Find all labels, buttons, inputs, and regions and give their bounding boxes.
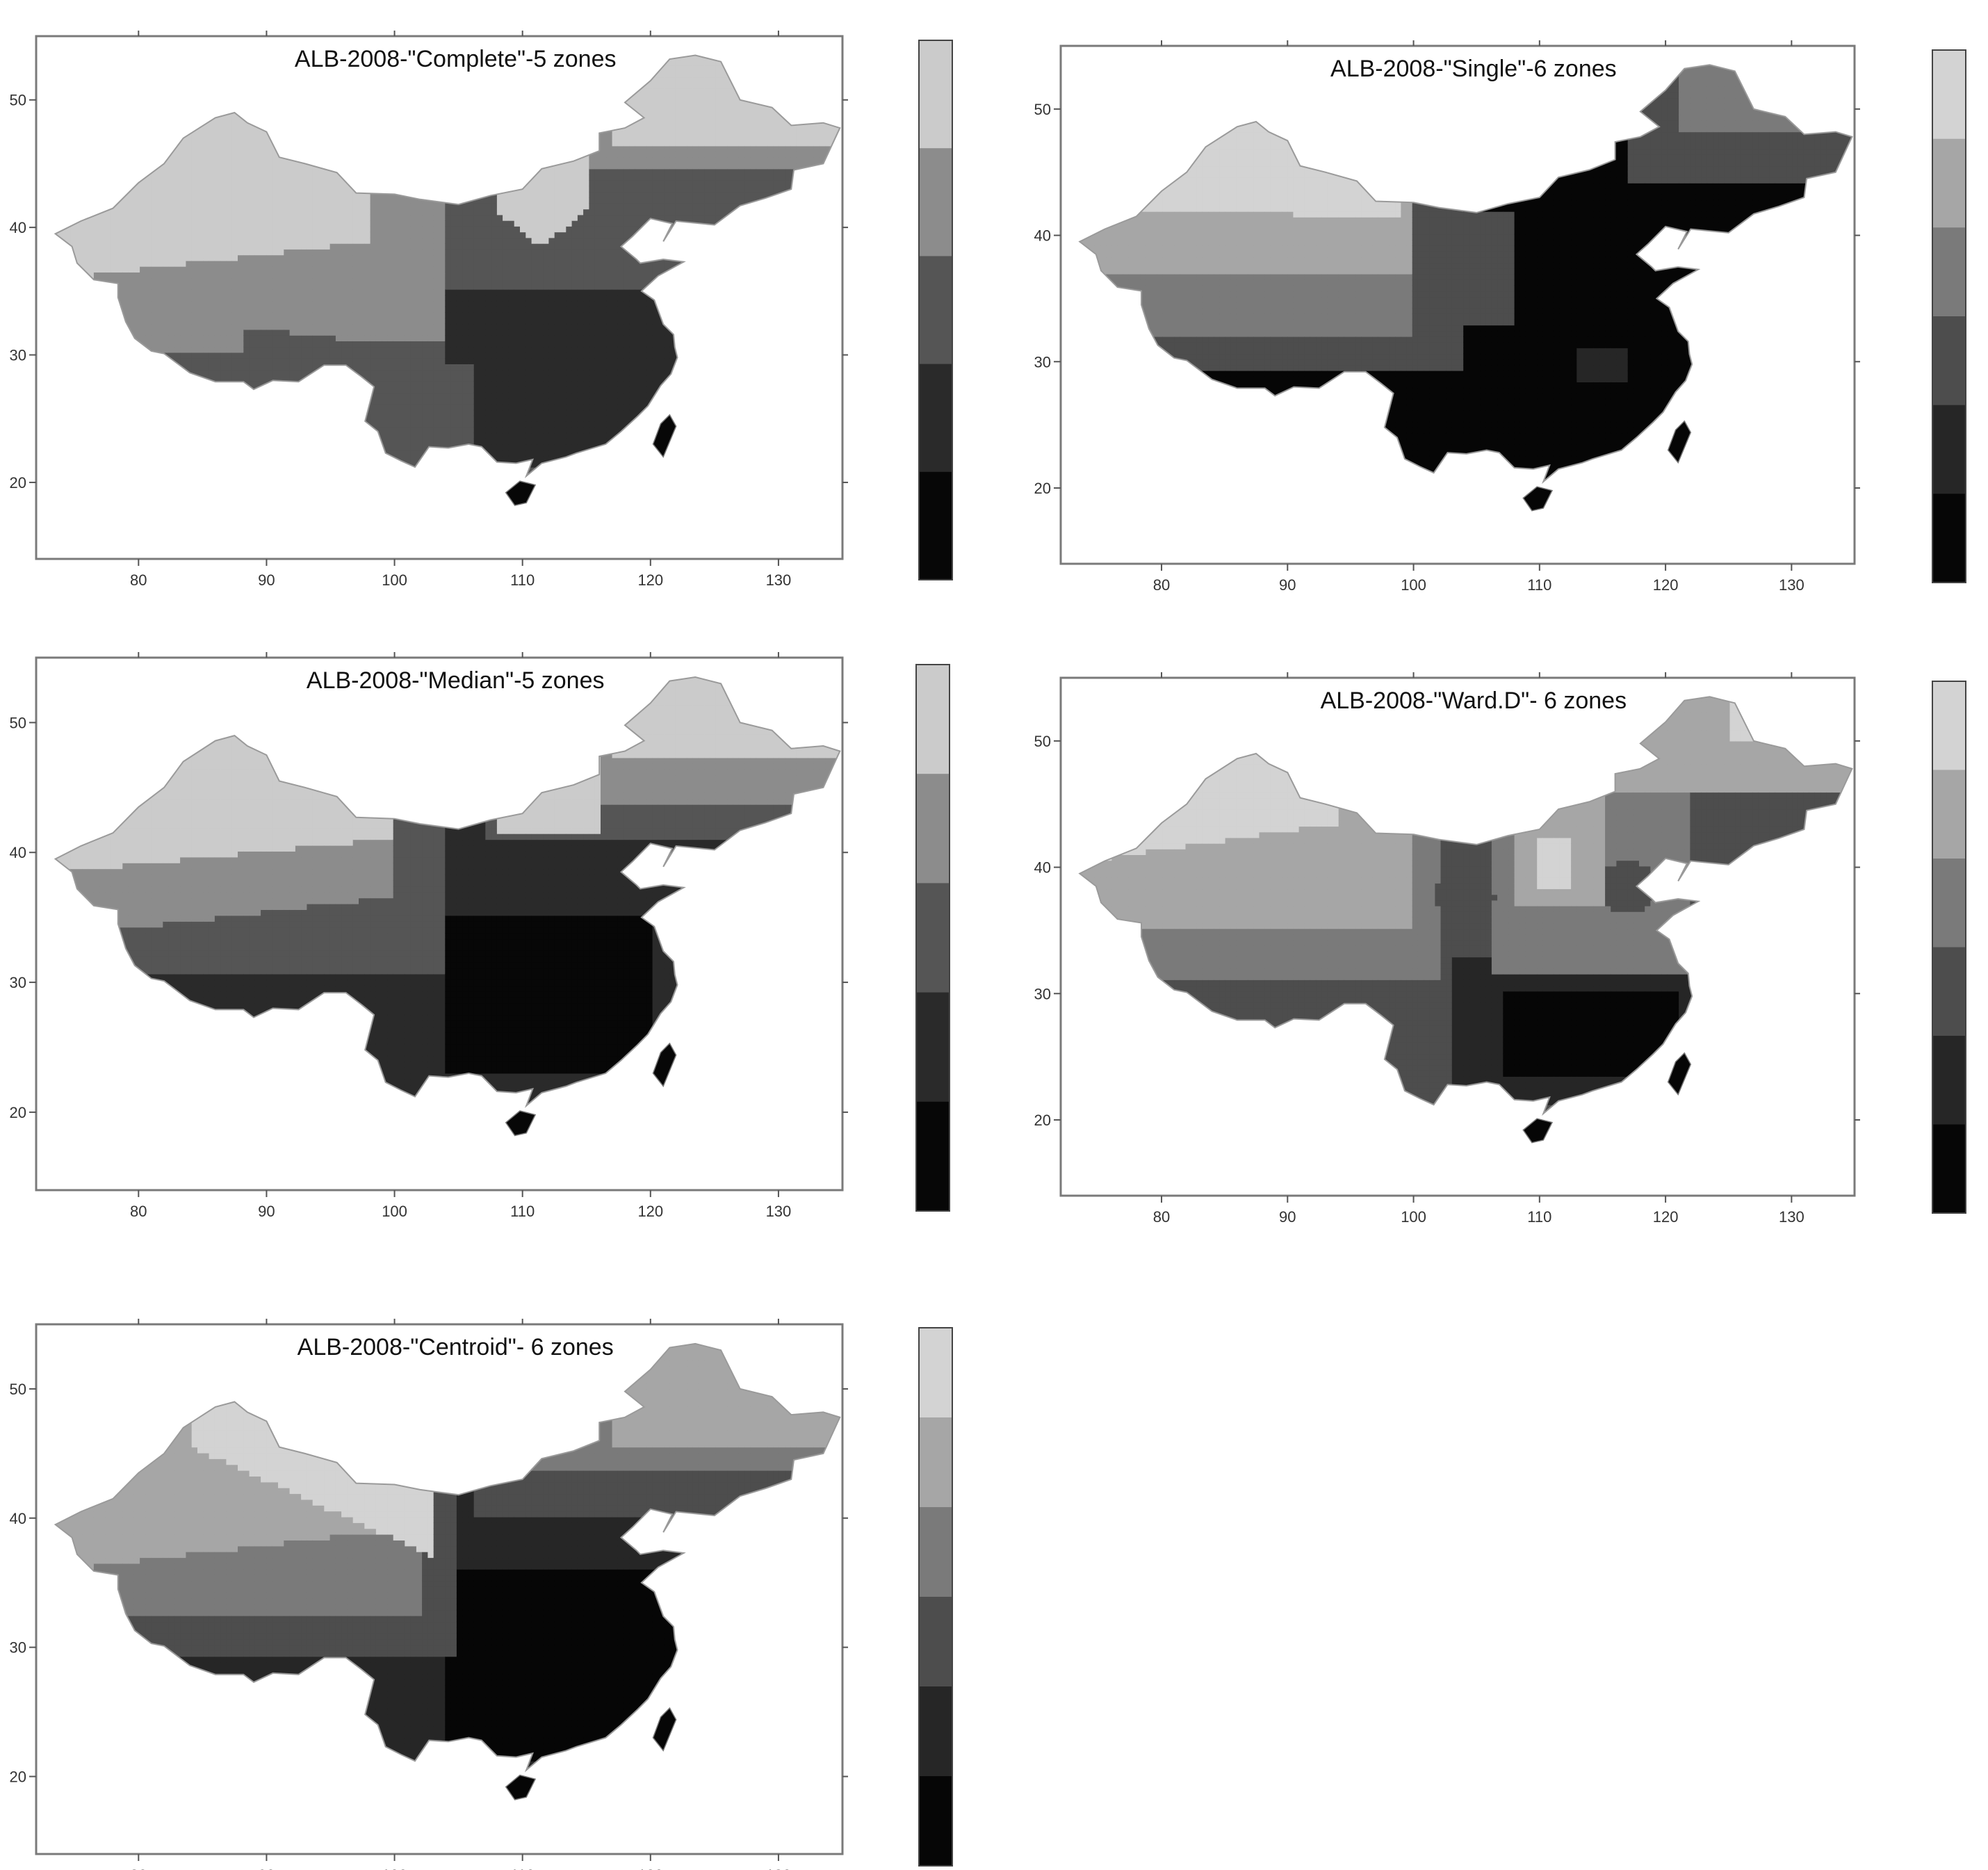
x-tick-label: 130 (1779, 1208, 1804, 1226)
x-tick-label: 110 (510, 571, 535, 589)
legend-swatch (919, 364, 952, 473)
x-tick-label: 120 (637, 1867, 663, 1870)
y-tick-label: 40 (10, 1510, 26, 1527)
y-tick-label: 30 (10, 1639, 26, 1657)
y-tick-label: 50 (10, 92, 26, 109)
legend-swatch (1932, 50, 1966, 139)
y-tick-label: 30 (1034, 353, 1051, 371)
x-tick-label: 120 (637, 571, 663, 589)
x-tick-label: 110 (510, 1203, 535, 1220)
legend-swatch (916, 1102, 950, 1212)
x-tick-label: 100 (1401, 576, 1426, 594)
legend-swatch (1932, 316, 1966, 405)
y-tick-label: 20 (10, 1104, 26, 1121)
x-tick-label: 100 (382, 571, 407, 589)
legend-colorbar (1932, 681, 1966, 1214)
panel-title: ALB-2008-"Median"-5 zones (307, 667, 605, 694)
x-tick-label: 130 (766, 571, 792, 589)
y-tick-label: 40 (1034, 859, 1051, 877)
y-tick-label: 20 (1034, 1112, 1051, 1129)
x-tick-label: 100 (382, 1203, 407, 1220)
x-tick-label: 90 (258, 1867, 275, 1870)
legend-swatch (1932, 948, 1966, 1036)
x-tick-label: 120 (1653, 576, 1679, 594)
legend-swatch (1932, 1036, 1966, 1125)
x-tick-label: 90 (258, 1203, 275, 1220)
legend-swatch (1932, 681, 1966, 770)
x-tick-label: 120 (1653, 1208, 1679, 1226)
legend-swatch (1932, 1125, 1966, 1214)
legend-swatch (916, 665, 950, 774)
legend-swatch (916, 774, 950, 884)
y-tick-label: 50 (1034, 733, 1051, 750)
legend-swatch (1932, 227, 1966, 316)
y-tick-label: 20 (10, 474, 26, 491)
legend-swatch (916, 993, 950, 1103)
panel-title: ALB-2008-"Complete"-5 zones (295, 46, 617, 72)
legend-swatch (919, 1776, 952, 1867)
y-tick-label: 40 (1034, 227, 1051, 245)
x-tick-label: 80 (1153, 1208, 1170, 1226)
x-tick-label: 130 (1779, 576, 1804, 594)
legend-swatch (1932, 859, 1966, 948)
x-tick-label: 80 (1153, 576, 1170, 594)
map-panel-single: 80 90 100 110 120 130 20 30 40 50 ALB-2008-"Single… (1034, 40, 1966, 594)
map-panel-centroid: 80 90 100 110 120 130 20 30 40 50 ALB-2008-"Centro… (10, 1319, 952, 1870)
x-tick-label: 80 (130, 571, 147, 589)
legend-swatch (919, 148, 952, 257)
legend-colorbar (1932, 50, 1966, 583)
legend-colorbar (919, 40, 952, 580)
panel-title: ALB-2008-"Centroid"- 6 zones (298, 1334, 614, 1360)
panel-title: ALB-2008-"Ward.D"- 6 zones (1321, 688, 1627, 714)
legend-colorbar (919, 1328, 952, 1867)
x-tick-label: 100 (382, 1867, 407, 1870)
x-tick-label: 130 (766, 1203, 792, 1220)
x-tick-label: 90 (258, 571, 275, 589)
legend-swatch (919, 1686, 952, 1777)
y-tick-label: 50 (10, 1381, 26, 1398)
x-tick-label: 100 (1401, 1208, 1426, 1226)
x-tick-label: 120 (637, 1203, 663, 1220)
legend-swatch (1932, 770, 1966, 859)
legend-swatch (919, 256, 952, 364)
legend-swatch (919, 40, 952, 149)
legend-swatch (919, 1417, 952, 1508)
legend-swatch (919, 1507, 952, 1597)
legend-swatch (916, 883, 950, 993)
y-tick-label: 30 (1034, 985, 1051, 1002)
map-panel-median: 80 90 100 110 120 130 20 30 40 50 ALB-2008-"Median… (10, 652, 950, 1220)
y-tick-label: 40 (10, 844, 26, 861)
map-panel-ward: 80 90 100 110 120 130 20 30 40 50 ALB-2008-"Ward.D… (1034, 672, 1966, 1226)
x-tick-label: 110 (510, 1867, 535, 1870)
x-tick-label: 90 (1279, 576, 1296, 594)
legend-swatch (919, 472, 952, 580)
legend-swatch (1932, 405, 1966, 494)
x-tick-label: 80 (130, 1867, 147, 1870)
y-tick-label: 50 (10, 714, 26, 731)
panel-title: ALB-2008-"Single"-6 zones (1330, 56, 1617, 82)
y-tick-label: 30 (10, 347, 26, 364)
map-panel-complete: 80 90 100 110 120 130 20 30 40 50 ALB-2008-"Comple… (10, 31, 952, 589)
legend-swatch (1932, 494, 1966, 583)
legend-swatch (1932, 139, 1966, 228)
legend-swatch (919, 1597, 952, 1687)
x-tick-label: 90 (1279, 1208, 1296, 1226)
x-tick-label: 130 (766, 1867, 792, 1870)
y-tick-label: 40 (10, 219, 26, 236)
x-tick-label: 110 (1527, 1208, 1551, 1226)
x-tick-label: 110 (1527, 576, 1551, 594)
y-tick-label: 50 (1034, 101, 1051, 118)
legend-swatch (919, 1328, 952, 1418)
y-tick-label: 30 (10, 974, 26, 991)
y-tick-label: 20 (10, 1768, 26, 1785)
x-tick-label: 80 (130, 1203, 147, 1220)
y-tick-label: 20 (1034, 480, 1051, 497)
legend-colorbar (916, 665, 950, 1212)
